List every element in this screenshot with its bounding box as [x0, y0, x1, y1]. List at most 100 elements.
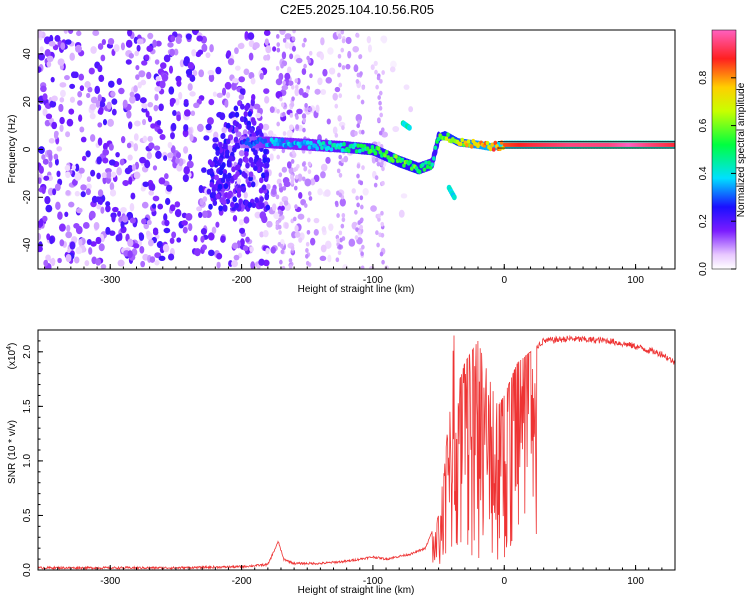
noise-speckle — [239, 88, 245, 95]
noise-speckle — [136, 38, 144, 45]
noise-speckle — [64, 74, 70, 81]
noise-speckle — [289, 112, 294, 118]
y-tick-label: 1.0 — [22, 454, 33, 468]
noise-speckle — [65, 171, 71, 179]
noise-speckle — [127, 154, 133, 161]
noise-speckle — [218, 157, 223, 164]
noise-speckle — [290, 179, 295, 185]
noise-speckle — [60, 42, 66, 50]
noise-speckle — [111, 171, 117, 178]
noise-speckle — [78, 114, 83, 122]
noise-speckle — [56, 170, 61, 178]
noise-speckle — [38, 146, 45, 154]
spectrogram-ylabel: Frequency (Hz) — [7, 115, 18, 184]
noise-speckle — [280, 215, 285, 220]
noise-speckle — [158, 103, 164, 112]
noise-speckle — [110, 91, 116, 97]
y-tick-label: -20 — [22, 190, 33, 205]
noise-speckle — [208, 203, 213, 210]
noise-speckle — [292, 216, 297, 222]
signal-core — [340, 147, 345, 153]
noise-speckle — [266, 183, 271, 190]
noise-speckle — [51, 95, 58, 102]
noise-speckle — [135, 64, 140, 71]
noise-speckle — [262, 157, 267, 164]
signal-core — [272, 141, 277, 147]
noise-speckle — [216, 111, 224, 118]
noise-speckle — [89, 103, 97, 111]
noise-speckle — [286, 161, 292, 169]
noise-speckle — [375, 84, 379, 90]
noise-speckle — [181, 220, 188, 226]
noise-speckle — [408, 106, 414, 113]
signal-core — [268, 142, 272, 148]
noise-speckle — [362, 188, 369, 196]
noise-speckle — [97, 64, 103, 73]
noise-speckle — [250, 181, 256, 188]
noise-speckle — [92, 30, 100, 36]
noise-speckle — [340, 47, 345, 53]
noise-speckle — [313, 228, 319, 236]
noise-speckle — [58, 223, 66, 232]
noise-speckle — [353, 64, 359, 73]
noise-speckle — [255, 160, 261, 167]
noise-speckle — [361, 165, 365, 171]
noise-speckle — [334, 86, 341, 93]
noise-speckle — [111, 214, 116, 223]
noise-speckle — [238, 198, 243, 205]
noise-speckle — [307, 161, 312, 167]
noise-speckle — [149, 256, 156, 263]
noise-speckle — [232, 196, 238, 203]
noise-speckle — [223, 183, 229, 190]
noise-speckle — [359, 217, 364, 223]
noise-speckle — [129, 217, 136, 224]
noise-speckle — [296, 108, 303, 115]
signal-core — [400, 157, 405, 163]
y-tick-label: 2.0 — [22, 344, 33, 358]
noise-speckle — [375, 230, 379, 236]
noise-speckle — [88, 247, 93, 255]
noise-speckle — [141, 201, 149, 209]
noise-speckle — [361, 85, 366, 90]
noise-speckle — [208, 249, 215, 257]
noise-speckle — [118, 232, 123, 241]
noise-speckle — [170, 145, 176, 154]
noise-speckle — [284, 41, 290, 49]
signal-core — [485, 140, 490, 146]
noise-speckle — [50, 76, 55, 83]
noise-speckle — [206, 188, 212, 195]
noise-speckle — [166, 184, 173, 192]
y-tick-label: 1.5 — [22, 399, 33, 413]
noise-speckle — [226, 193, 232, 200]
noise-speckle — [303, 166, 307, 172]
noise-speckle — [167, 141, 173, 149]
noise-speckle — [82, 222, 90, 229]
noise-speckle — [54, 34, 61, 42]
noise-speckle — [77, 91, 83, 98]
noise-speckle — [356, 173, 360, 179]
noise-speckle — [43, 259, 49, 267]
colorbar-tick-label: 0.0 — [698, 262, 709, 276]
noise-speckle — [337, 250, 342, 256]
noise-speckle — [392, 125, 400, 133]
noise-speckle — [243, 191, 248, 199]
noise-speckle — [38, 104, 42, 111]
noise-speckle — [216, 92, 224, 98]
noise-speckle — [71, 164, 76, 171]
noise-speckle — [255, 112, 262, 119]
noise-speckle — [74, 163, 80, 172]
signal-core — [490, 142, 494, 147]
noise-speckle — [41, 186, 46, 195]
colorbar-label: Normalized spectral amplitude — [736, 82, 747, 217]
noise-speckle — [280, 63, 284, 69]
noise-speckle — [280, 243, 284, 249]
signal-core — [277, 138, 282, 144]
noise-speckle — [98, 243, 105, 252]
noise-speckle — [302, 118, 307, 123]
noise-speckle — [239, 238, 245, 247]
signal-core — [365, 146, 370, 151]
noise-speckle — [242, 245, 249, 252]
noise-speckle — [215, 149, 220, 156]
noise-speckle — [207, 159, 213, 166]
